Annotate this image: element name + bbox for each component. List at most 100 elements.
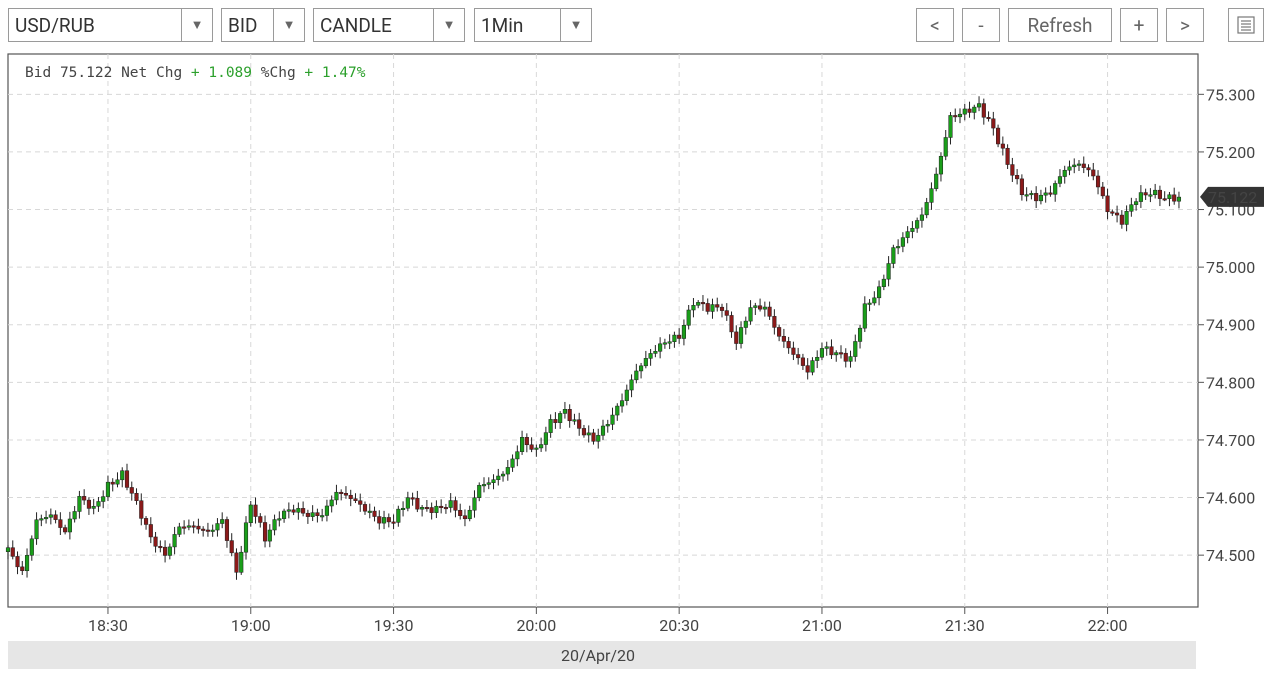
candle — [1091, 169, 1096, 177]
y-tick-label: 74.600 — [1206, 489, 1255, 508]
interval-select[interactable]: 1Min ▼ — [474, 8, 592, 42]
candle — [681, 325, 686, 339]
candle — [967, 108, 972, 113]
candle — [581, 428, 587, 436]
zoom-in-button[interactable]: + — [1120, 8, 1158, 42]
candle — [124, 470, 130, 488]
candle — [815, 357, 820, 361]
candle — [758, 305, 763, 310]
candle — [224, 519, 230, 541]
candle — [648, 353, 653, 359]
candle — [367, 510, 372, 513]
candle — [938, 155, 944, 175]
candle — [505, 467, 510, 475]
next-button[interactable]: > — [1166, 8, 1204, 42]
candle — [291, 509, 296, 513]
candle — [29, 538, 34, 556]
zoom-out-button[interactable]: - — [962, 8, 1000, 42]
candle — [1153, 189, 1158, 196]
prev-button[interactable]: < — [916, 8, 954, 42]
candle — [972, 106, 977, 113]
candle — [420, 507, 425, 510]
candle — [924, 202, 929, 216]
candle — [101, 496, 106, 502]
candle — [39, 518, 44, 521]
info-line: Bid 75.122 Net Chg + 1.089 %Chg + 1.47% — [25, 65, 366, 81]
candle — [615, 405, 620, 416]
candle — [1119, 214, 1124, 225]
candle — [1072, 164, 1077, 168]
candle — [667, 341, 672, 344]
candle — [1015, 175, 1020, 180]
chevron-down-icon[interactable]: ▼ — [273, 9, 304, 41]
candle — [586, 432, 591, 436]
candle — [481, 484, 487, 487]
x-axis: 18:30 19:00 19:30 20:00 20:30 21:00 21:30 22:00 — [88, 607, 1127, 635]
candle — [258, 516, 263, 523]
candle — [86, 499, 91, 509]
candle — [286, 509, 291, 512]
candle — [996, 127, 1001, 145]
candle — [729, 315, 734, 333]
candle — [1062, 169, 1067, 177]
candle — [1043, 192, 1048, 196]
candle — [691, 305, 696, 311]
chevron-down-icon[interactable]: ▼ — [181, 9, 212, 41]
candle — [58, 519, 63, 528]
candle — [215, 523, 220, 531]
symbol-select[interactable]: USD/RUB ▼ — [8, 8, 213, 42]
refresh-button[interactable]: Refresh — [1008, 8, 1112, 42]
candle — [296, 508, 301, 513]
chevron-down-icon[interactable]: ▼ — [560, 9, 591, 41]
candle — [824, 346, 829, 349]
candle — [838, 352, 844, 355]
candle — [396, 508, 401, 523]
candle — [1005, 147, 1010, 165]
chevron-down-icon[interactable]: ▼ — [433, 9, 464, 41]
candle — [1000, 143, 1005, 149]
candle — [624, 389, 629, 401]
candle — [610, 414, 615, 425]
pctchg-value: + 1.47% — [304, 65, 365, 81]
candle — [896, 246, 901, 249]
candle — [934, 173, 939, 189]
chart-style-select[interactable]: CANDLE ▼ — [313, 8, 465, 42]
candle — [410, 497, 415, 500]
candle — [834, 352, 839, 356]
candle — [163, 546, 168, 556]
candle — [634, 370, 639, 381]
candle — [1100, 186, 1105, 197]
candle — [381, 517, 387, 524]
candle — [515, 451, 520, 460]
price-type-select[interactable]: BID ▼ — [221, 8, 305, 42]
candle — [677, 334, 682, 339]
x-tick-label: 19:30 — [374, 616, 414, 635]
candle — [653, 351, 658, 354]
candle — [129, 487, 134, 494]
candle — [929, 188, 934, 203]
candle — [500, 473, 506, 477]
candle — [1129, 204, 1134, 212]
candle — [1172, 194, 1177, 202]
bid-value: 75.122 — [60, 65, 112, 81]
candle — [1010, 164, 1015, 176]
menu-button[interactable] — [1228, 8, 1264, 42]
candle — [643, 358, 648, 367]
candle — [248, 504, 253, 524]
candle — [105, 481, 111, 497]
candle — [853, 341, 858, 357]
y-axis: 74.500 74.600 74.700 74.800 74.900 75.000 75.1… — [1198, 85, 1255, 565]
candle — [867, 302, 872, 305]
x-tick-label: 19:00 — [231, 616, 271, 635]
candle — [796, 354, 801, 359]
candle — [872, 297, 877, 304]
date-band — [8, 641, 1196, 669]
candle — [1076, 163, 1082, 166]
candle — [957, 113, 963, 118]
candle — [1176, 196, 1182, 202]
y-tick-label: 75.200 — [1206, 143, 1255, 162]
candle — [448, 500, 453, 508]
candle — [301, 508, 306, 514]
last-price-marker — [1200, 186, 1264, 207]
